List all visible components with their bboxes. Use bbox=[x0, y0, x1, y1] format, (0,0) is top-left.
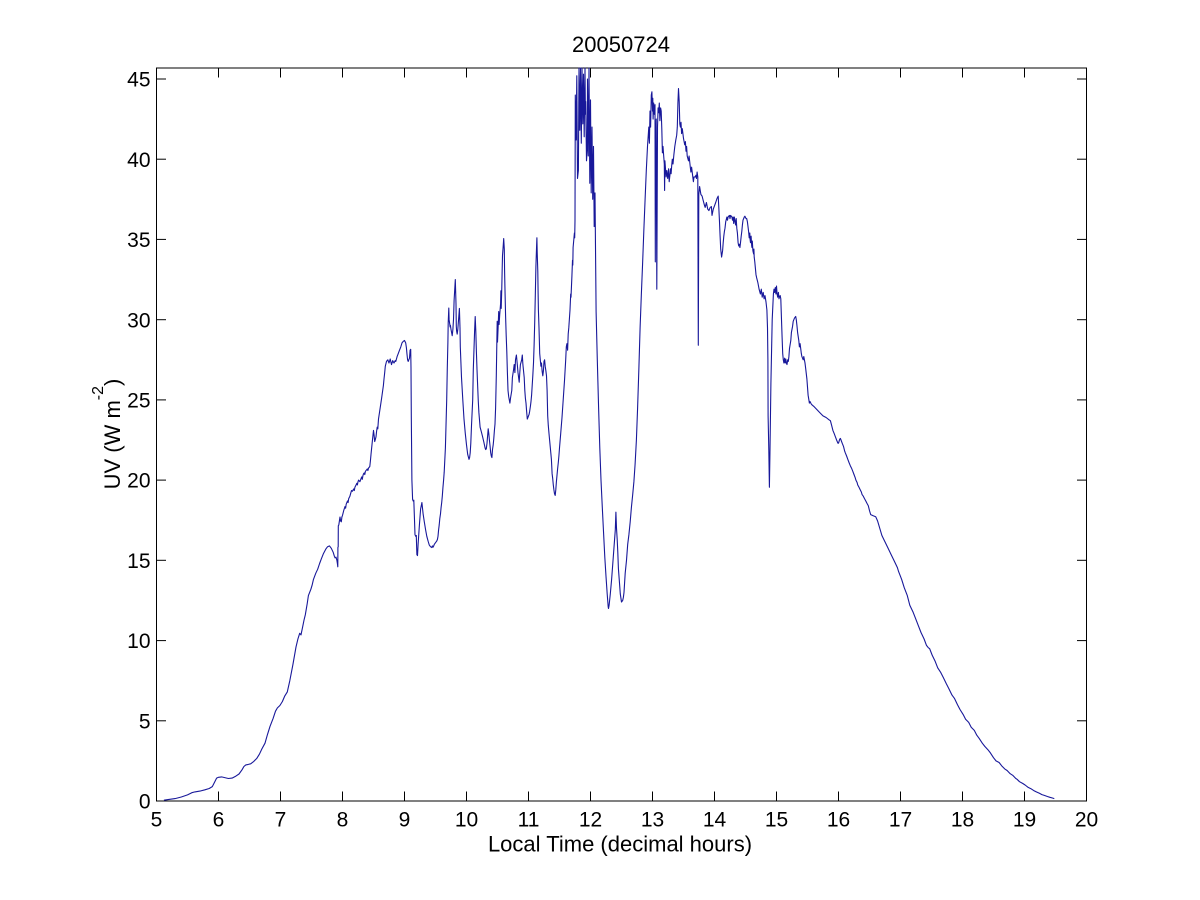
svg-text:12: 12 bbox=[579, 809, 602, 832]
svg-text:45: 45 bbox=[127, 69, 150, 92]
svg-text:Local Time (decimal hours): Local Time (decimal hours) bbox=[488, 832, 752, 857]
svg-text:13: 13 bbox=[641, 809, 664, 832]
svg-text:40: 40 bbox=[127, 149, 150, 172]
svg-text:7: 7 bbox=[275, 809, 287, 832]
svg-text:18: 18 bbox=[951, 809, 974, 832]
svg-text:20050724: 20050724 bbox=[572, 32, 670, 57]
svg-text:15: 15 bbox=[765, 809, 788, 832]
svg-text:16: 16 bbox=[827, 809, 850, 832]
svg-text:5: 5 bbox=[151, 809, 163, 832]
svg-text:19: 19 bbox=[1013, 809, 1036, 832]
svg-text:10: 10 bbox=[127, 630, 150, 653]
svg-text:35: 35 bbox=[127, 229, 150, 252]
svg-text:9: 9 bbox=[399, 809, 411, 832]
svg-text:17: 17 bbox=[889, 809, 912, 832]
svg-text:20: 20 bbox=[127, 470, 150, 493]
svg-text:0: 0 bbox=[139, 791, 151, 814]
svg-text:8: 8 bbox=[337, 809, 349, 832]
svg-text:20: 20 bbox=[1075, 809, 1098, 832]
svg-text:25: 25 bbox=[127, 390, 150, 413]
svg-text:15: 15 bbox=[127, 550, 150, 573]
svg-text:6: 6 bbox=[213, 809, 225, 832]
svg-text:5: 5 bbox=[139, 710, 151, 733]
svg-text:30: 30 bbox=[127, 309, 150, 332]
svg-text:14: 14 bbox=[703, 809, 727, 832]
svg-text:11: 11 bbox=[518, 809, 540, 832]
svg-text:10: 10 bbox=[455, 809, 478, 832]
